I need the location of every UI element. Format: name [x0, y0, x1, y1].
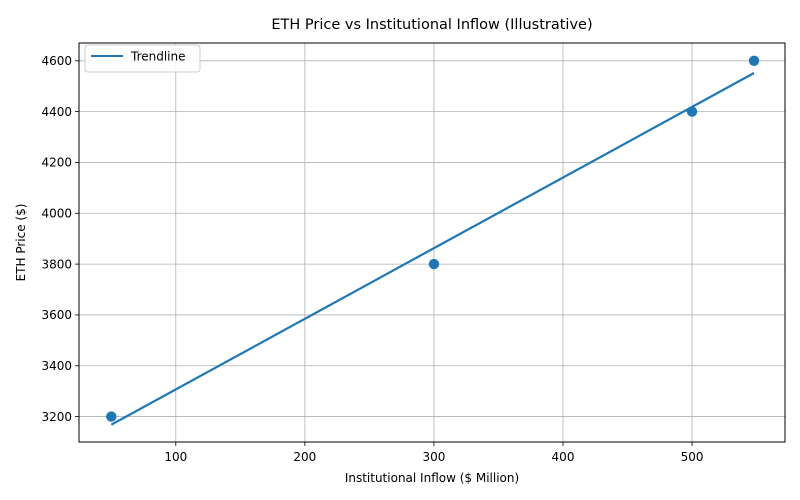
x-axis-ticks: 100 200 300 400 500: [164, 442, 704, 464]
y-axis-label: ETH Price ($): [14, 204, 28, 282]
y-tick-label: 3800: [41, 257, 72, 271]
x-tick-label: 100: [164, 450, 187, 464]
trendline: [110, 72, 755, 426]
x-tick-label: 400: [552, 450, 575, 464]
legend-box: [84, 44, 201, 73]
data-point: [686, 106, 698, 117]
x-tick-label: 200: [293, 450, 316, 464]
plot-area-frame: [78, 42, 786, 443]
y-tick-label: 4000: [41, 207, 72, 221]
y-tick-label: 4400: [41, 105, 72, 119]
x-tick-label: 300: [422, 450, 445, 464]
data-point: [106, 411, 117, 422]
data-point: [428, 258, 440, 270]
x-tick-label: 500: [681, 450, 704, 464]
y-tick-label: 4200: [41, 156, 72, 170]
data-point: [748, 55, 760, 66]
trendline-layer: [110, 72, 755, 426]
y-axis-ticks: 3200 3400 3600 3800 4000 4200 4400 4600: [41, 54, 79, 424]
legend-trendline-label: Trendline: [130, 50, 186, 64]
y-tick-label: 3200: [41, 410, 72, 424]
chart-title: ETH Price vs Institutional Inflow (Illus…: [271, 17, 592, 33]
data-points: [106, 55, 760, 422]
x-axis-label: Institutional Inflow ($ Million): [345, 471, 519, 485]
y-tick-label: 4600: [41, 54, 72, 68]
y-tick-label: 3600: [41, 308, 72, 322]
legend: Trendline: [84, 44, 201, 73]
y-tick-label: 3400: [41, 359, 72, 373]
